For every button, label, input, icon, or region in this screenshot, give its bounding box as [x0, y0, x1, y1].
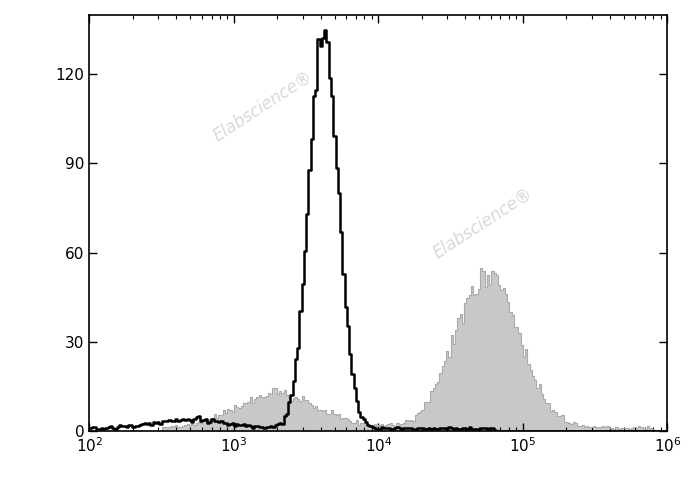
- Text: Elabscience®: Elabscience®: [210, 68, 316, 145]
- Text: Elabscience®: Elabscience®: [429, 184, 535, 262]
